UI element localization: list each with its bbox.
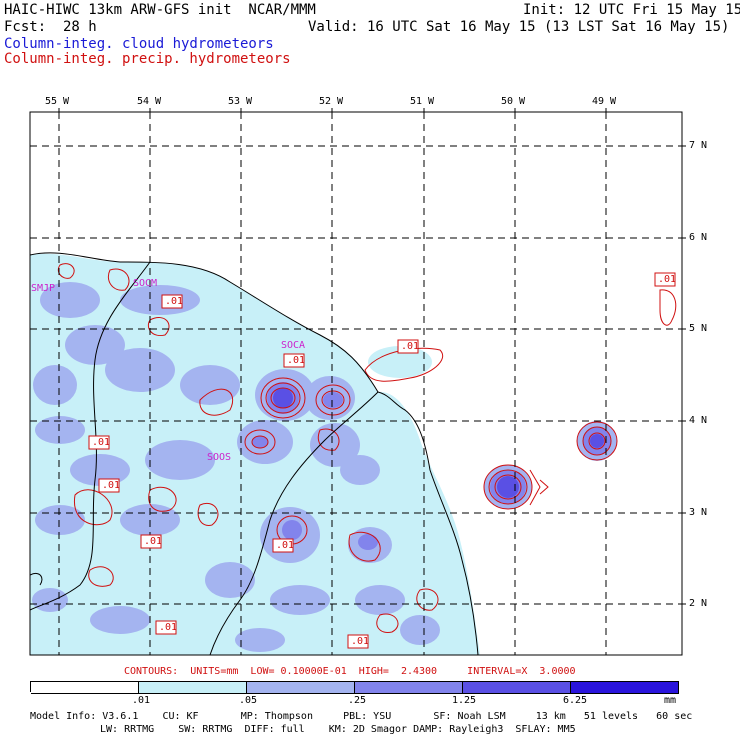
- colorbar-segment: [463, 681, 571, 694]
- lon-label: 52 W: [319, 96, 344, 107]
- colorbar-segment: [355, 681, 463, 694]
- lat-label: 2 N: [689, 598, 708, 609]
- field-cloud-label: Column-integ. cloud hydrometeors: [4, 36, 274, 52]
- colorbar-segment: [247, 681, 355, 694]
- contour-label-boxes: [88, 272, 676, 649]
- lat-label: 5 N: [689, 323, 708, 334]
- colorbar-segment: [571, 681, 679, 694]
- contour-label: .01: [351, 636, 370, 647]
- colorbar: [30, 681, 679, 694]
- plot-title: HAIC-HIWC 13km ARW-GFS init NCAR/MMM: [4, 2, 316, 18]
- lat-label: 3 N: [689, 507, 708, 518]
- lat-label: 4 N: [689, 415, 708, 426]
- contours-info: CONTOURS: UNITS=mm LOW= 0.10000E-01 HIGH…: [124, 666, 576, 677]
- axis-ticks: [58, 108, 686, 605]
- init-time: Init: 12 UTC Fri 15 May 15: [523, 2, 740, 18]
- coastline: [30, 252, 479, 655]
- cloud-fill-core: [273, 388, 604, 498]
- contour-label: .01: [658, 274, 677, 285]
- lat-lon-grid: [30, 112, 682, 655]
- colorbar-segment: [31, 681, 139, 694]
- contour-label: .01: [401, 341, 420, 352]
- station-label-soos: SOOS: [207, 452, 232, 463]
- lon-label: 49 W: [592, 96, 617, 107]
- lon-label: 51 W: [410, 96, 435, 107]
- colorbar-units: mm: [664, 695, 677, 706]
- contour-label: .01: [276, 540, 295, 551]
- valid-time: Valid: 16 UTC Sat 16 May 15 (13 LST Sat …: [308, 19, 730, 35]
- colorbar-tick: .25: [348, 695, 367, 706]
- lon-label: 54 W: [137, 96, 162, 107]
- contour-label: .01: [165, 296, 184, 307]
- station-label-soca: SOCA: [281, 340, 306, 351]
- contour-label: .01: [92, 437, 111, 448]
- lon-label: 53 W: [228, 96, 253, 107]
- colorbar-tick: 6.25: [563, 695, 588, 706]
- model-info-line2: LW: RRTMG SW: RRTMG DIFF: full KM: 2D Sm…: [100, 724, 576, 735]
- lon-label: 55 W: [45, 96, 70, 107]
- contour-label: .01: [102, 480, 121, 491]
- colorbar-tick: 1.25: [452, 695, 477, 706]
- lon-label: 50 W: [501, 96, 526, 107]
- lat-label: 6 N: [689, 232, 708, 243]
- lat-label: 7 N: [689, 140, 708, 151]
- station-label-socm: SOCM: [133, 278, 158, 289]
- map-frame: [29, 111, 683, 656]
- precip-contours: [57, 263, 677, 634]
- forecast-hour: Fcst: 28 h: [4, 19, 97, 35]
- colorbar-segment: [139, 681, 247, 694]
- colorbar-tick: .05: [239, 695, 258, 706]
- station-label-smjp: SMJP: [31, 283, 56, 294]
- contour-label: .01: [287, 355, 306, 366]
- field-precip-label: Column-integ. precip. hydrometeors: [4, 51, 291, 67]
- contour-label: .01: [144, 536, 163, 547]
- colorbar-tick: .01: [132, 695, 151, 706]
- model-info-line1: Model Info: V3.6.1 CU: KF MP: Thompson P…: [30, 711, 693, 722]
- contour-label: .01: [159, 622, 178, 633]
